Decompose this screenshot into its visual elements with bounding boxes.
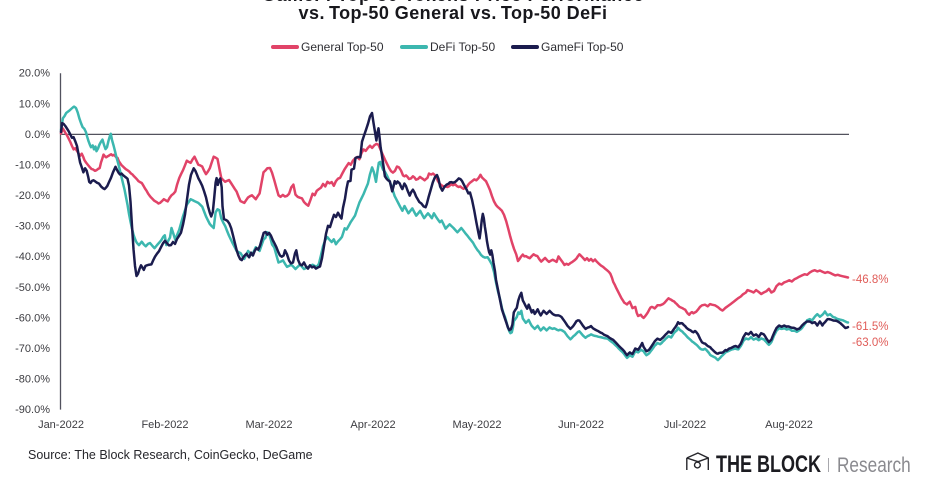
svg-text:-20.0%: -20.0% (15, 190, 50, 202)
svg-text:Apr-2022: Apr-2022 (350, 419, 395, 431)
svg-text:-70.0%: -70.0% (15, 343, 50, 355)
svg-text:May-2022: May-2022 (453, 419, 502, 431)
svg-text:Jul-2022: Jul-2022 (664, 419, 706, 431)
svg-text:Jan-2022: Jan-2022 (38, 419, 84, 431)
svg-text:-80.0%: -80.0% (15, 374, 50, 386)
svg-text:-50.0%: -50.0% (15, 282, 50, 294)
svg-text:-46.8%: -46.8% (852, 274, 888, 286)
svg-text:Mar-2022: Mar-2022 (245, 419, 292, 431)
svg-text:-10.0%: -10.0% (15, 160, 50, 172)
svg-text:20.0%: 20.0% (19, 68, 50, 80)
svg-text:Aug-2022: Aug-2022 (765, 419, 813, 431)
svg-text:-90.0%: -90.0% (15, 404, 50, 416)
svg-text:-63.0%: -63.0% (852, 337, 888, 349)
svg-text:Jun-2022: Jun-2022 (558, 419, 604, 431)
svg-text:-60.0%: -60.0% (15, 312, 50, 324)
svg-text:-61.5%: -61.5% (852, 321, 888, 333)
svg-text:Feb-2022: Feb-2022 (141, 419, 188, 431)
svg-text:0.0%: 0.0% (25, 129, 50, 141)
svg-text:-40.0%: -40.0% (15, 251, 50, 263)
svg-text:-30.0%: -30.0% (15, 221, 50, 233)
svg-text:10.0%: 10.0% (19, 98, 50, 110)
